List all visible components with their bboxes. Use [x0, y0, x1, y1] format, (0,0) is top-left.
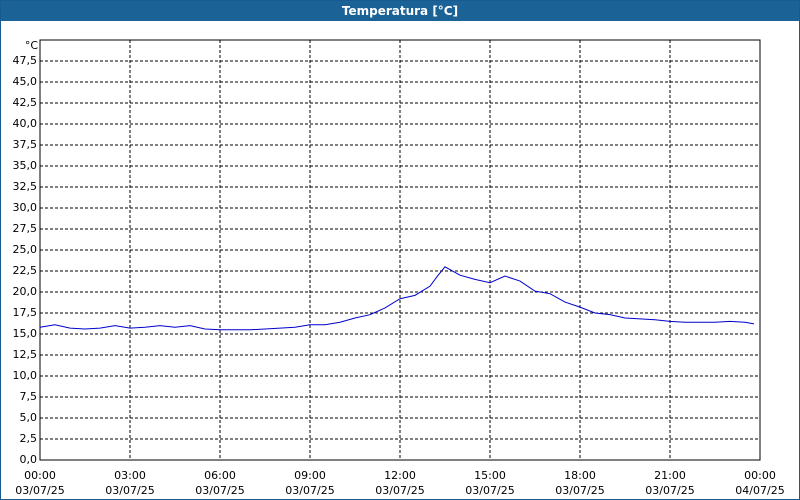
y-tick-label: 42,5	[13, 96, 38, 109]
y-tick-label: 45,0	[13, 75, 38, 88]
x-tick-label: 00:00 03/07/25	[15, 469, 65, 497]
x-tick-label: 06:00 03/07/25	[195, 469, 245, 497]
series-line	[39, 266, 755, 331]
y-tick-label: 0,0	[20, 453, 38, 466]
y-tick-label: 10,0	[13, 369, 38, 382]
y-tick-label: 32,5	[13, 180, 38, 193]
x-tick-label: 18:00 03/07/25	[555, 469, 605, 497]
y-tick-label: 27,5	[13, 222, 38, 235]
y-tick-label: 7,5	[20, 390, 38, 403]
x-tick-label: 15:00 03/07/25	[465, 469, 515, 497]
y-unit: °C	[25, 39, 39, 52]
y-tick-label: 35,0	[13, 159, 38, 172]
y-tick-label: 47,5	[13, 54, 38, 67]
y-tick-label: 20,0	[13, 285, 38, 298]
y-tick-label: 22,5	[13, 264, 38, 277]
x-tick-label: 03:00 03/07/25	[105, 469, 155, 497]
plot-frame	[39, 39, 761, 461]
y-tick-label: 40,0	[13, 117, 38, 130]
y-tick-label: 12,5	[13, 348, 38, 361]
chart-title: Temperatura [°C]	[1, 1, 799, 21]
y-tick-label: 37,5	[13, 138, 38, 151]
y-tick-label: 15,0	[13, 327, 38, 340]
y-tick-label: 25,0	[13, 243, 38, 256]
y-tick-label: 5,0	[20, 411, 38, 424]
x-tick-label: 12:00 03/07/25	[375, 469, 425, 497]
y-tick-label: 17,5	[13, 306, 38, 319]
x-tick-label: 09:00 03/07/25	[285, 469, 335, 497]
y-tick-label: 2,5	[20, 432, 38, 445]
x-tick-label: 00:00 04/07/25	[735, 469, 785, 497]
y-tick-label: 30,0	[13, 201, 38, 214]
x-tick-label: 21:00 03/07/25	[645, 469, 695, 497]
